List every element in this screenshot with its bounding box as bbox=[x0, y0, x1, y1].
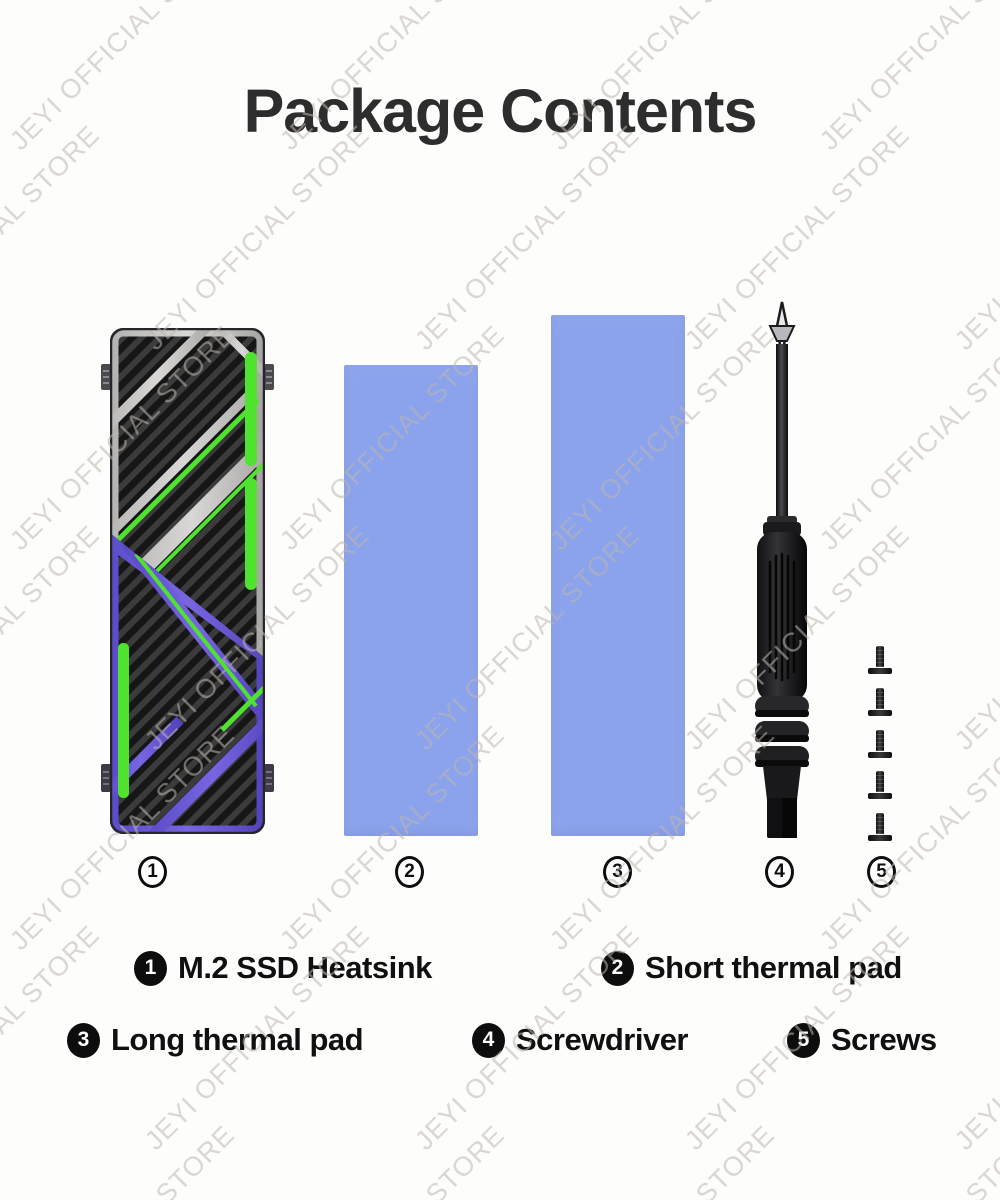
legend-row-2: 3 Long thermal pad 4 Screwdriver 5 Screw… bbox=[0, 1022, 1000, 1058]
thermal-pad-short bbox=[344, 365, 478, 836]
item-number-badge-4: 4 bbox=[765, 856, 794, 888]
mounting-clip-icons bbox=[101, 364, 274, 792]
screw-icon bbox=[867, 771, 893, 799]
screw-icon bbox=[867, 646, 893, 674]
item-number-badge-2: 2 bbox=[395, 856, 424, 888]
legend-number-badge: 4 bbox=[472, 1022, 505, 1058]
legend-item-screwdriver: 4 Screwdriver bbox=[472, 1022, 689, 1058]
item-number-badge-5: 5 bbox=[867, 856, 896, 888]
screwdriver-image bbox=[750, 300, 814, 840]
screw-icon bbox=[867, 688, 893, 716]
legend-number-badge: 3 bbox=[67, 1022, 100, 1058]
legend-row-1: 1 M.2 SSD Heatsink 2 Short thermal pad bbox=[0, 950, 1000, 986]
watermark-text: JEYI OFFICIAL STORE bbox=[0, 119, 106, 356]
legend-label: Short thermal pad bbox=[645, 950, 902, 985]
watermark-text: JEYI OFFICIAL STORE bbox=[814, 319, 1000, 556]
legend-number-badge: 2 bbox=[601, 950, 634, 986]
watermark-text: JEYI OFFICIAL STORE bbox=[814, 719, 1000, 956]
legend-label: Screwdriver bbox=[516, 1022, 689, 1057]
item-number-badge-1: 1 bbox=[138, 856, 167, 888]
legend-number-badge: 5 bbox=[787, 1022, 820, 1058]
screwdriver-graphic bbox=[755, 301, 809, 838]
legend-number-badge: 1 bbox=[134, 950, 167, 986]
thermal-pad-long bbox=[551, 315, 685, 836]
legend-item-short-pad: 2 Short thermal pad bbox=[601, 950, 902, 986]
legend-label: M.2 SSD Heatsink bbox=[178, 950, 432, 985]
screw-icon bbox=[867, 730, 893, 758]
watermark-text: JEYI OFFICIAL STORE bbox=[0, 519, 106, 756]
watermark-text: JEYI OFFICIAL STORE bbox=[949, 120, 1000, 356]
legend-item-long-pad: 3 Long thermal pad bbox=[67, 1022, 364, 1058]
watermark-text: JEYI OFFICIAL STORE bbox=[814, 1120, 1000, 1200]
watermark-text: JEYI OFFICIAL STORE bbox=[949, 520, 1000, 756]
legend-item-screws: 5 Screws bbox=[787, 1022, 937, 1058]
item-number-badge-3: 3 bbox=[603, 856, 632, 888]
legend-label: Screws bbox=[831, 1022, 937, 1057]
page-title: Package Contents bbox=[243, 77, 758, 145]
heatsink-graphic bbox=[101, 328, 274, 834]
watermark-text: JEYI OFFICIAL STORE bbox=[544, 1120, 781, 1200]
watermark-text: JEYI OFFICIAL STORE bbox=[139, 119, 376, 356]
legend-label: Long thermal pad bbox=[111, 1022, 364, 1057]
watermark-text: JEYI OFFICIAL STORE bbox=[274, 1120, 511, 1200]
watermark-text: JEYI OFFICIAL STORE bbox=[4, 1120, 241, 1200]
heatsink-image bbox=[101, 328, 274, 834]
screw-icon bbox=[867, 813, 893, 841]
legend-item-heatsink: 1 M.2 SSD Heatsink bbox=[134, 950, 432, 986]
